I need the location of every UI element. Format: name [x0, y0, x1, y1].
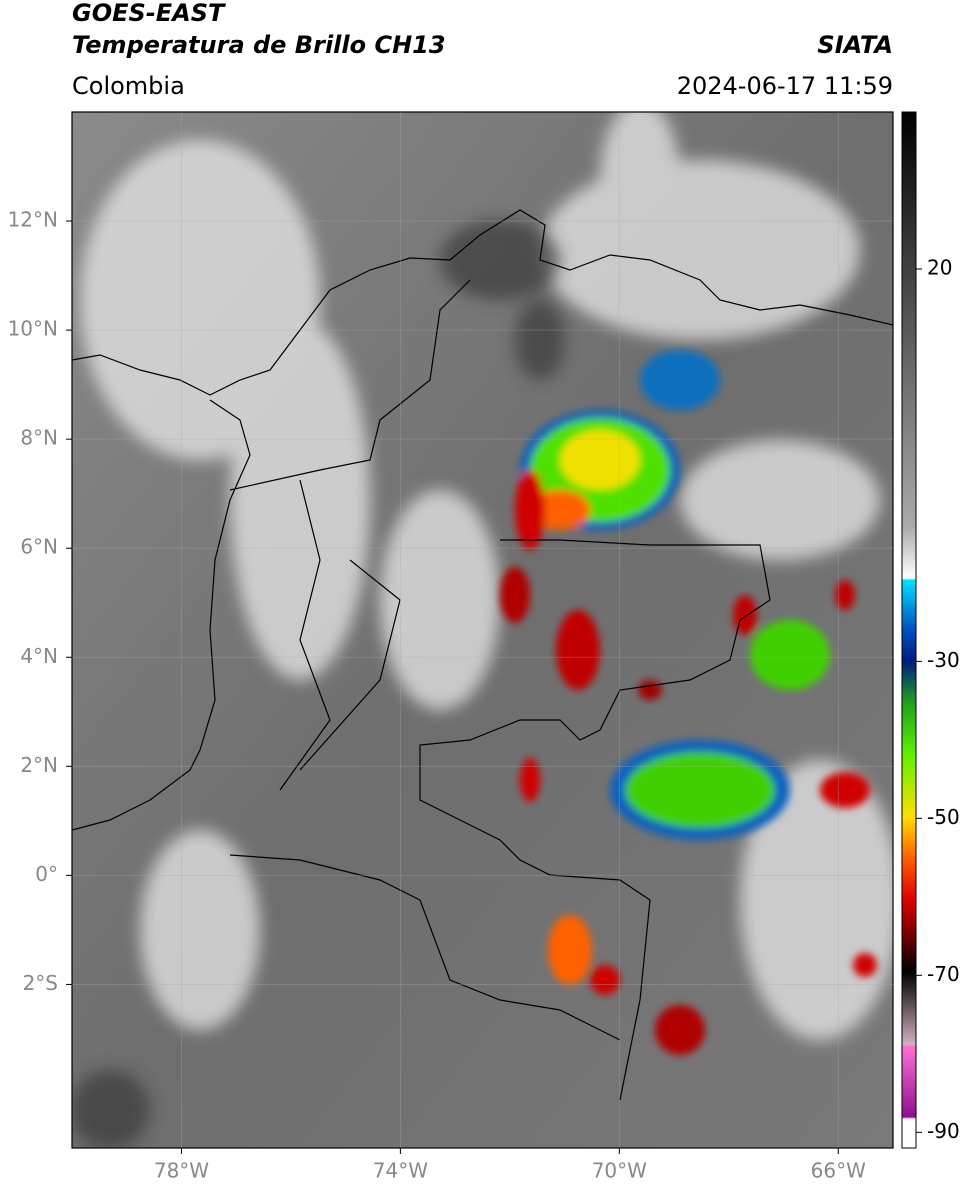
x-tick-label: 78°W [154, 1159, 209, 1183]
x-tick-label: 66°W [811, 1159, 866, 1183]
map-frame [71, 111, 894, 1149]
y-tick-label: 2°S [23, 971, 58, 995]
colorbar-label: -50 [927, 805, 960, 829]
x-tick-label: 74°W [373, 1159, 428, 1183]
datetime: 2024-06-17 11:59 [677, 72, 893, 100]
satellite-image [72, 112, 893, 1148]
colorbar-label: 20 [927, 255, 952, 279]
colorbar-label: -70 [927, 962, 960, 986]
colorbar-label: -90 [927, 1119, 960, 1143]
y-tick-label: 2°N [20, 753, 58, 777]
y-tick-label: 12°N [8, 208, 58, 232]
source: SIATA [817, 31, 893, 59]
y-tick-label: 6°N [20, 535, 58, 559]
subtitle: Temperatura de Brillo CH13 [72, 31, 446, 59]
x-tick-label: 70°W [592, 1159, 647, 1183]
colorbar [901, 111, 917, 1149]
y-tick-label: 0° [35, 862, 58, 886]
region: Colombia [72, 72, 185, 100]
y-tick-label: 10°N [8, 317, 58, 341]
y-tick-label: 8°N [20, 426, 58, 450]
title: GOES-EAST [72, 0, 226, 27]
y-tick-label: 4°N [20, 644, 58, 668]
colorbar-label: -30 [927, 648, 960, 672]
